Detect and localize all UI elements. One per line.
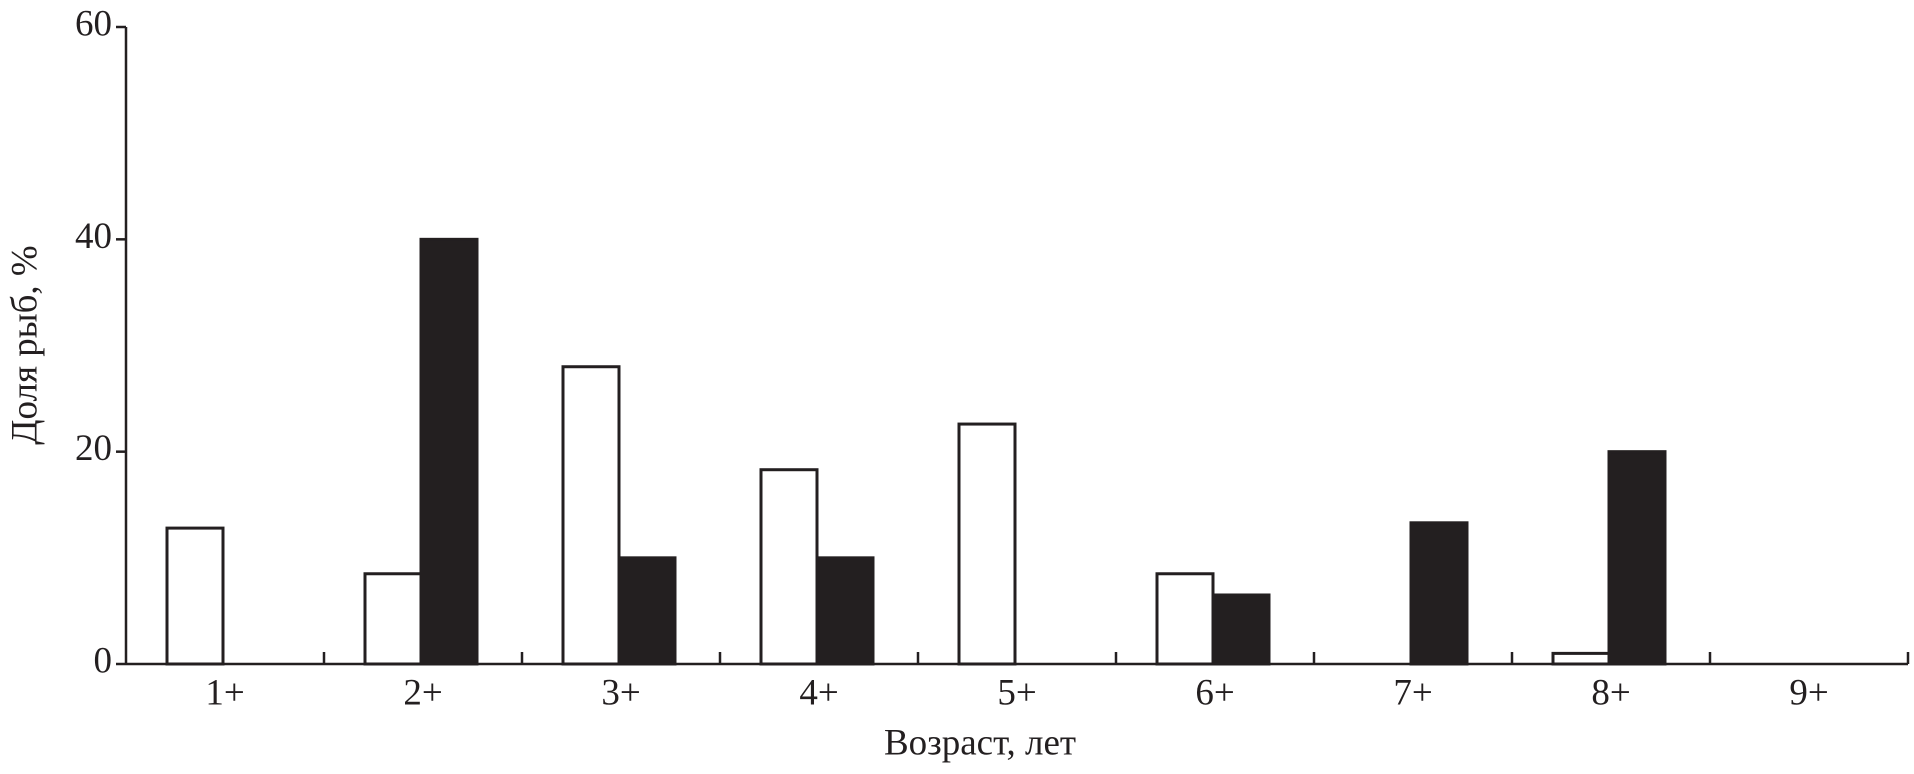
bar xyxy=(561,365,621,666)
bar xyxy=(165,526,225,666)
x-tick-label: 7+ xyxy=(1393,672,1432,713)
x-tick-label: 1+ xyxy=(205,672,244,713)
bar xyxy=(1155,572,1215,666)
x-tick-label: 3+ xyxy=(601,672,640,713)
x-tick-label: 4+ xyxy=(799,672,838,713)
bar xyxy=(1409,521,1469,666)
x-axis-label: Возраст, лет xyxy=(884,722,1076,763)
y-tick-label: 0 xyxy=(94,640,113,681)
x-tick-label: 8+ xyxy=(1591,672,1630,713)
bar xyxy=(419,237,479,666)
bar xyxy=(1551,651,1611,666)
bar xyxy=(957,422,1017,666)
bar xyxy=(759,468,819,666)
bar xyxy=(1607,450,1667,666)
x-tick-label: 6+ xyxy=(1195,672,1234,713)
bar xyxy=(363,572,423,666)
y-axis-label: Доля рыб, % xyxy=(4,245,45,445)
y-tick-label: 20 xyxy=(75,428,112,469)
x-tick-label: 9+ xyxy=(1789,672,1828,713)
x-tick-label: 5+ xyxy=(997,672,1036,713)
y-tick-label: 40 xyxy=(75,216,112,257)
bar xyxy=(815,556,875,666)
bar xyxy=(1211,593,1271,666)
y-tick-label: 60 xyxy=(75,3,112,44)
bar xyxy=(617,556,677,666)
x-tick-label: 2+ xyxy=(403,672,442,713)
